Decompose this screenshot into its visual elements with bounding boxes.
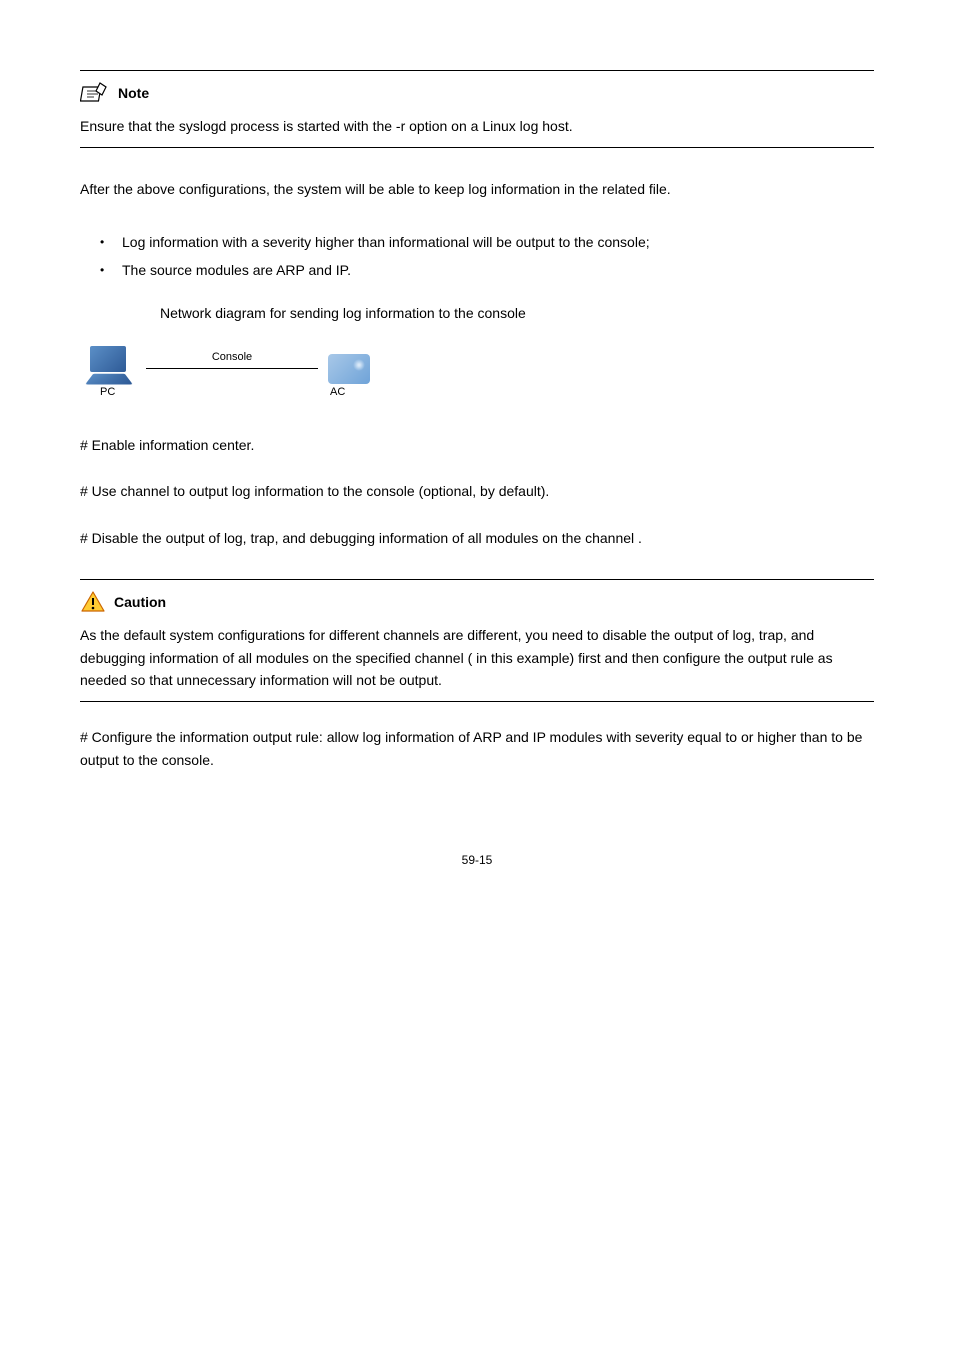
hash3-prefix: # Disable the output of log, trap, and d… (80, 530, 638, 546)
figure-caption: Network diagram for sending log informat… (160, 302, 874, 324)
note-text: Ensure that the syslogd process is start… (80, 115, 874, 137)
divider (80, 579, 874, 580)
bullet-list: Log information with a severity higher t… (100, 231, 874, 282)
hash2-mid: to output log information to the console… (173, 483, 480, 499)
network-diagram: Console PC AC (90, 334, 370, 404)
note-block: Note Ensure that the syslogd process is … (80, 70, 874, 148)
connection-label: Console (212, 349, 252, 367)
body-paragraph: After the above configurations, the syst… (80, 178, 874, 200)
note-label: Note (118, 82, 149, 104)
list-item: Log information with a severity higher t… (100, 231, 874, 253)
ac-label: AC (330, 384, 345, 402)
hash4-prefix: # Configure the information output rule:… (80, 729, 831, 745)
divider (80, 70, 874, 71)
caution-label: Caution (114, 591, 166, 613)
connection-line: Console (146, 368, 318, 369)
note-icon (80, 81, 110, 105)
hash2-suffix: by default). (480, 483, 549, 499)
hash-step: # Configure the information output rule:… (80, 726, 874, 771)
list-item: The source modules are ARP and IP. (100, 259, 874, 281)
page-number: 59-15 (80, 851, 874, 870)
hash2-prefix: # Use channel (80, 483, 173, 499)
caution-header: Caution (80, 590, 874, 614)
hash-step: # Disable the output of log, trap, and d… (80, 527, 874, 549)
divider (80, 147, 874, 148)
ac-icon (328, 354, 370, 384)
hash3-suffix: . (638, 530, 642, 546)
hash-step: # Enable information center. (80, 434, 874, 456)
pc-label: PC (100, 384, 115, 402)
caution-icon (80, 590, 106, 614)
note-header: Note (80, 81, 874, 105)
divider (80, 701, 874, 702)
hash-step: # Use channel to output log information … (80, 480, 874, 502)
caution-text: As the default system configurations for… (80, 624, 874, 691)
caution-block: Caution As the default system configurat… (80, 579, 874, 702)
